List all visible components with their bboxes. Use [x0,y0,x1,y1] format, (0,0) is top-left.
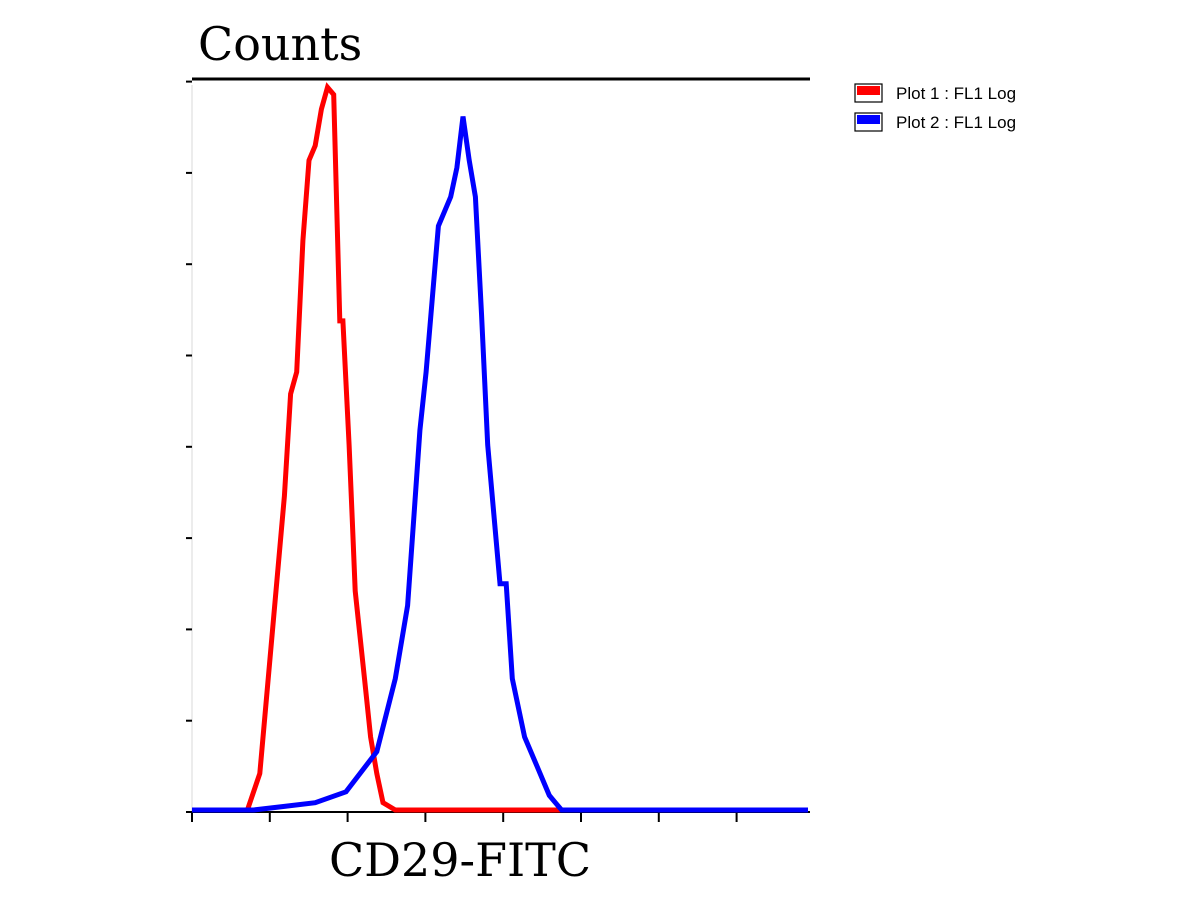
series-layer [192,82,808,813]
legend-color-1 [857,86,880,95]
x-axis-label: CD29-FITC [329,833,591,887]
legend-item-2: Plot 2 : FL1 Log [854,112,1016,132]
chart-title: Counts [198,17,362,71]
legend-color-2 [857,115,880,124]
series-line-1 [192,82,808,813]
y-axis-ticks [186,80,192,813]
legend: Plot 1 : FL1 Log Plot 2 : FL1 Log [854,83,1016,132]
legend-label-2: Plot 2 : FL1 Log [896,113,1016,132]
series-line-2 [192,116,808,813]
legend-item-1: Plot 1 : FL1 Log [854,83,1016,103]
legend-label-1: Plot 1 : FL1 Log [896,84,1016,103]
x-axis-ticks [191,812,738,822]
